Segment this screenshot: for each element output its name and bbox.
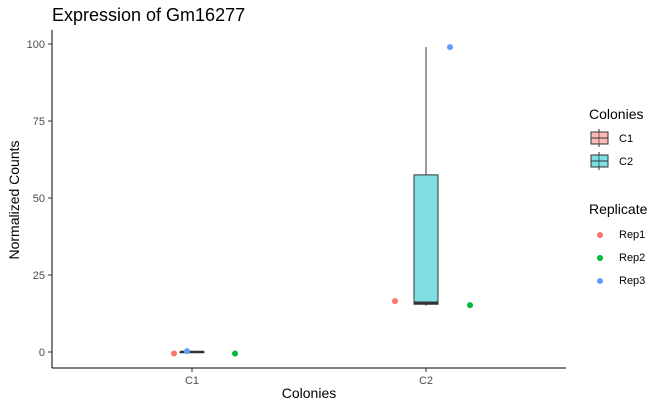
legend-replicate-rep2-label: Rep2 — [619, 252, 646, 264]
y-tick-label-100: 100 — [27, 39, 45, 51]
chart-title: Expression of Gm16277 — [52, 5, 246, 25]
x-axis-label: Colonies — [281, 385, 337, 401]
point-C2-Rep2 — [467, 302, 473, 309]
point-C1-Rep2 — [232, 350, 238, 357]
legend-replicate-rep3-label: Rep3 — [619, 275, 646, 287]
legend-key-point-Rep3 — [597, 278, 603, 284]
legend-colonies-c2-label: C2 — [619, 156, 634, 168]
y-tick-label-50: 50 — [33, 193, 45, 205]
point-C2-Rep3 — [447, 44, 453, 51]
y-tick-label-75: 75 — [33, 116, 45, 128]
point-C2-Rep1 — [392, 298, 398, 305]
point-C1-Rep3 — [184, 348, 190, 355]
x-tick-label-C1: C1 — [185, 375, 199, 387]
box-C2 — [413, 174, 439, 305]
legend-key-point-Rep1 — [597, 232, 603, 238]
legend-replicate-rep1-label: Rep1 — [619, 229, 646, 241]
legend-key-point-Rep2 — [597, 255, 603, 261]
x-tick-label-C2: C2 — [419, 375, 433, 387]
legend-replicate-title: Replicate — [589, 201, 648, 217]
y-tick-label-0: 0 — [39, 347, 45, 359]
y-tick-label-25: 25 — [33, 270, 45, 282]
legend-colonies-c1-label: C1 — [619, 133, 634, 145]
point-C1-Rep1 — [171, 350, 177, 357]
legend-colonies-title: Colonies — [589, 106, 644, 122]
